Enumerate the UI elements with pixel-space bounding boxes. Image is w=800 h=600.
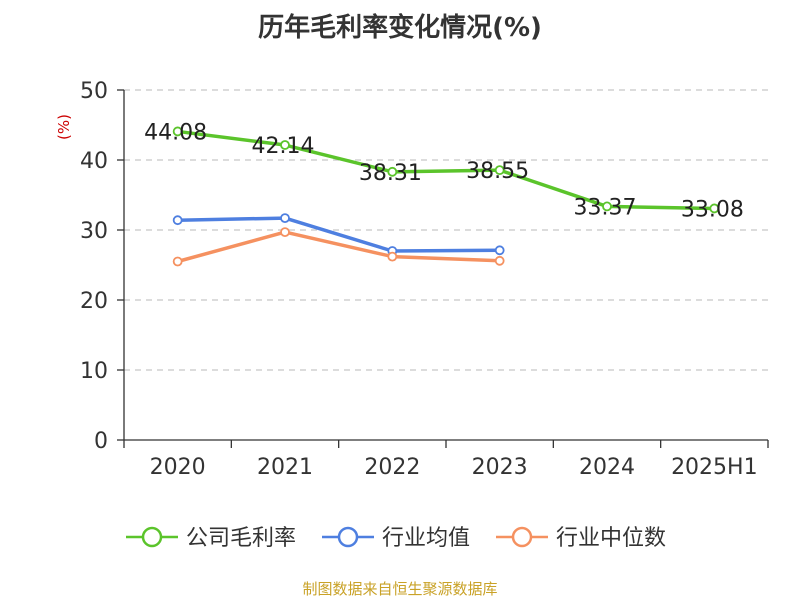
chart-title: 历年毛利率变化情况(%) [258,12,542,43]
series-1: 44.08 42.14 38.31 38.55 33.37 33.08 [144,120,744,222]
series-layer: 44.08 42.14 38.31 38.55 33.37 33.08 [144,120,744,267]
legend-label: 行业均值 [382,526,470,551]
legend: 公司毛利率 行业均值 行业中位数 [126,526,666,551]
x-tick-label: 2024 [579,455,635,480]
y-axis-unit-label: (%) [55,114,73,140]
data-point [387,251,398,262]
series-2 [172,213,505,256]
legend-item-3: 行业中位数 [496,526,666,551]
data-point [172,215,183,226]
x-tick-label: 2022 [364,455,420,480]
data-point [494,245,505,256]
legend-swatch-marker [337,526,359,548]
y-tick-label: 10 [80,359,108,384]
legend-swatch-marker [511,526,533,548]
data-source-note: 制图数据来自恒生聚源数据库 [302,580,497,598]
data-label: 33.37 [574,195,637,220]
legend-item-2: 行业均值 [322,526,470,551]
data-point [494,255,505,266]
data-point [709,203,720,214]
y-tick-label: 40 [80,149,108,174]
legend-label: 行业中位数 [556,526,666,551]
legend-label: 公司毛利率 [186,526,296,551]
y-tick-label: 20 [80,289,108,314]
series-3 [172,227,505,267]
data-label: 33.08 [681,197,744,222]
y-tick-label: 0 [94,429,108,454]
x-tick-label: 2020 [150,455,206,480]
grid-lines [124,89,768,371]
data-point [494,165,505,176]
data-point [280,227,290,238]
data-point [602,201,612,212]
series-line [177,129,715,211]
legend-swatch-marker [141,526,163,548]
data-point [172,126,183,137]
series-line [177,216,500,253]
series-line [177,230,500,264]
data-label: 42.14 [252,134,315,159]
data-label: 38.55 [466,159,529,184]
legend-item-1: 公司毛利率 [126,526,296,551]
y-tick-label: 50 [80,79,108,104]
x-tick-label: 2021 [257,455,313,480]
axes: 0 10 20 30 40 50 2020 2021 2022 2023 2024 2025H1 [80,79,769,480]
data-label: 44.08 [144,120,207,145]
y-tick-label: 30 [80,219,108,244]
data-point [280,213,290,224]
data-label: 38.31 [359,161,422,186]
x-tick-label: 2025H1 [671,455,758,480]
data-point [280,140,290,150]
data-point [387,166,398,177]
data-point [172,256,183,267]
x-tick-label: 2023 [472,455,528,480]
